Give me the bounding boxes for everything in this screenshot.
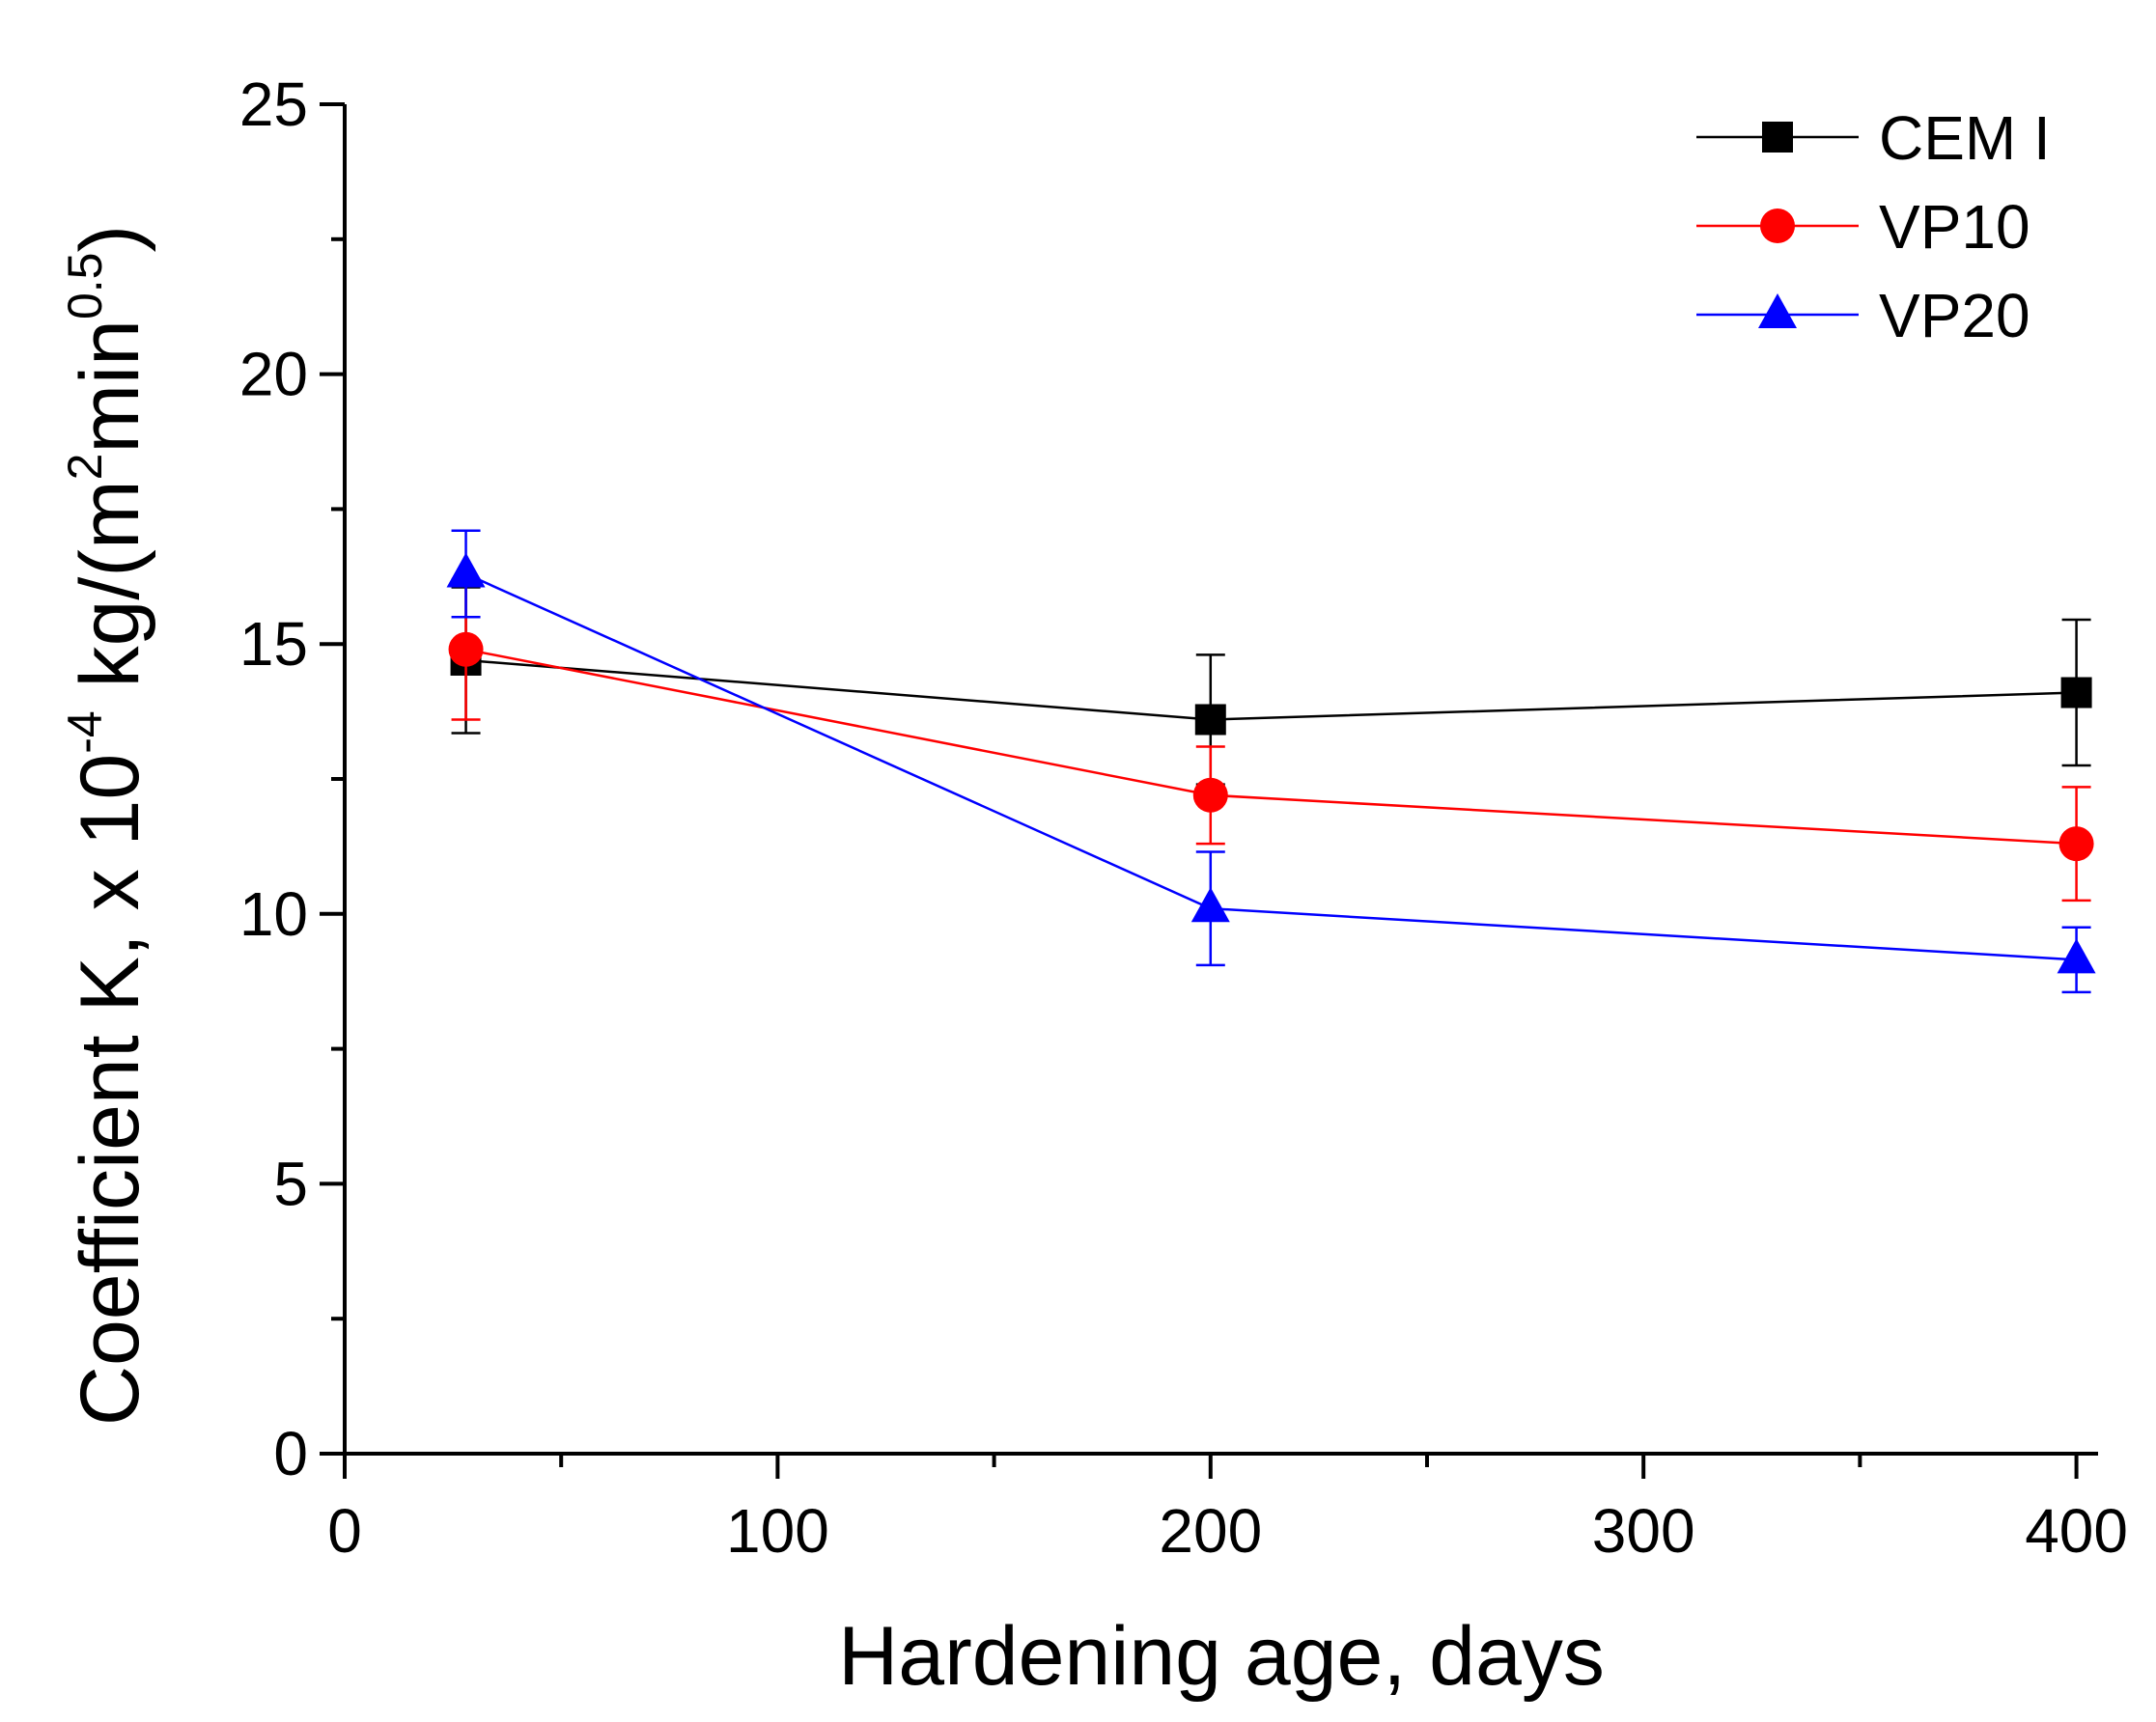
data-point: [2058, 826, 2094, 862]
series-line: [465, 572, 2077, 961]
axis-tick-labels: 0 100 200 300 400 0 5 10 15 20 25: [239, 69, 2128, 1566]
legend-marker: [1760, 208, 1795, 243]
legend-marker: [1762, 122, 1793, 153]
legend: CEM I VP10 VP20: [1696, 103, 2051, 350]
series-layer: [446, 529, 2096, 994]
x-tick-label: 0: [327, 1496, 362, 1566]
y-axis-title-exponent: -4: [58, 710, 112, 753]
x-axis-title: Hardening age, days: [838, 1610, 1605, 1703]
y-tick-label: 20: [239, 340, 308, 409]
y-axis-title-main: Coefficient K, x 10: [64, 754, 156, 1426]
y-axis-title-exponent2: 2: [58, 454, 112, 481]
series-vp20: [446, 529, 2096, 994]
y-axis-title-exponent3: 0.5: [58, 253, 112, 320]
y-tick-label: 0: [273, 1419, 308, 1488]
y-tick-label: 25: [239, 69, 308, 139]
y-axis-title: Coefficient K, x 10-4 kg/(m2min0.5): [58, 225, 156, 1426]
x-tick-label: 100: [726, 1496, 829, 1566]
data-point: [448, 631, 484, 667]
x-tick-label: 300: [1592, 1496, 1695, 1566]
series-line: [465, 658, 2077, 721]
y-axis-title-end: ): [64, 225, 156, 253]
data-point: [2060, 677, 2092, 708]
data-point: [1192, 777, 1228, 813]
x-tick-label: 400: [2025, 1496, 2128, 1566]
legend-label: VP20: [1879, 281, 2030, 350]
data-point: [1190, 887, 1230, 923]
y-tick-label: 5: [273, 1149, 308, 1218]
axis-ticks: [320, 102, 2079, 1479]
y-axis-title-unit2: min: [64, 319, 156, 454]
y-tick-label: 15: [239, 609, 308, 679]
data-point: [446, 552, 486, 588]
data-point: [2057, 938, 2096, 974]
y-tick-label: 10: [239, 879, 308, 949]
y-axis-title-unit: kg/(m: [64, 480, 156, 710]
x-tick-label: 200: [1159, 1496, 1262, 1566]
legend-marker: [1758, 293, 1797, 328]
series-vp10: [448, 577, 2094, 903]
legend-label: VP10: [1879, 192, 2030, 262]
data-point: [1194, 704, 1226, 736]
axes: [343, 104, 2098, 1456]
series-cem-i: [450, 586, 2092, 786]
legend-label: CEM I: [1879, 103, 2051, 173]
